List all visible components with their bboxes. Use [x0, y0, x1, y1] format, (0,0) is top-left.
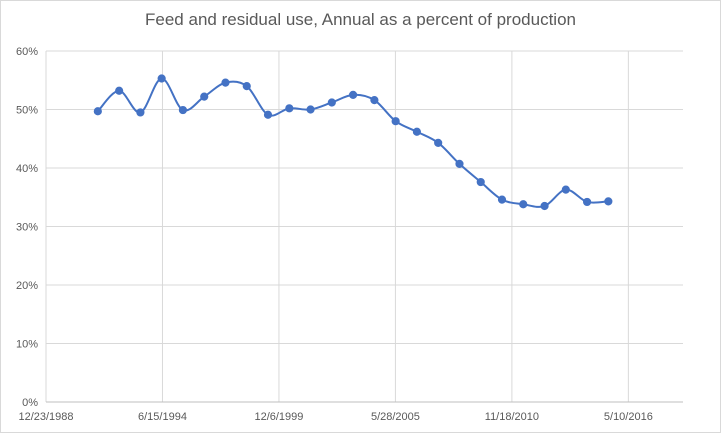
data-point — [348, 90, 358, 99]
data-point — [221, 78, 230, 87]
data-point — [93, 107, 102, 116]
y-tick-label: 60% — [16, 46, 38, 58]
data-point — [604, 197, 613, 206]
data-point — [242, 82, 251, 91]
x-tick-label: 6/15/1994 — [138, 411, 187, 423]
series — [93, 74, 613, 211]
data-point — [476, 177, 485, 187]
data-point — [157, 74, 166, 83]
data-point — [455, 159, 464, 169]
data-point — [115, 86, 124, 95]
data-point — [370, 96, 379, 105]
data-point — [412, 127, 422, 136]
data-point — [327, 98, 336, 107]
y-tick-label: 10% — [16, 339, 38, 351]
x-tick-label: 5/10/2016 — [604, 411, 653, 423]
y-tick-label: 20% — [16, 280, 38, 292]
data-point — [200, 92, 209, 101]
data-point — [497, 195, 507, 204]
x-tick-label: 5/28/2005 — [371, 411, 420, 423]
data-point — [561, 185, 570, 194]
data-point — [434, 138, 443, 147]
y-tick-label: 0% — [22, 397, 38, 409]
data-point — [285, 104, 294, 113]
x-tick-label: 12/23/1988 — [18, 411, 73, 423]
data-point — [136, 108, 145, 117]
data-point — [178, 105, 188, 115]
chart-title: Feed and residual use, Annual as a perce… — [145, 10, 576, 29]
data-point — [519, 200, 528, 209]
gridlines — [45, 50, 683, 402]
data-point — [391, 117, 400, 126]
data-point — [540, 201, 549, 211]
data-point — [582, 197, 592, 207]
y-tick-label: 40% — [16, 163, 38, 175]
x-tick-label: 12/6/1999 — [254, 411, 303, 423]
data-point — [263, 110, 273, 119]
y-tick-label: 50% — [16, 105, 38, 117]
axes: 0% 10% 20% 30% 40% 50% 60% 12/23/1988 6/15/1994 1… — [16, 46, 683, 423]
x-tick-label: 11/18/2010 — [485, 411, 539, 423]
data-point — [306, 105, 315, 114]
y-tick-label: 30% — [16, 222, 38, 234]
